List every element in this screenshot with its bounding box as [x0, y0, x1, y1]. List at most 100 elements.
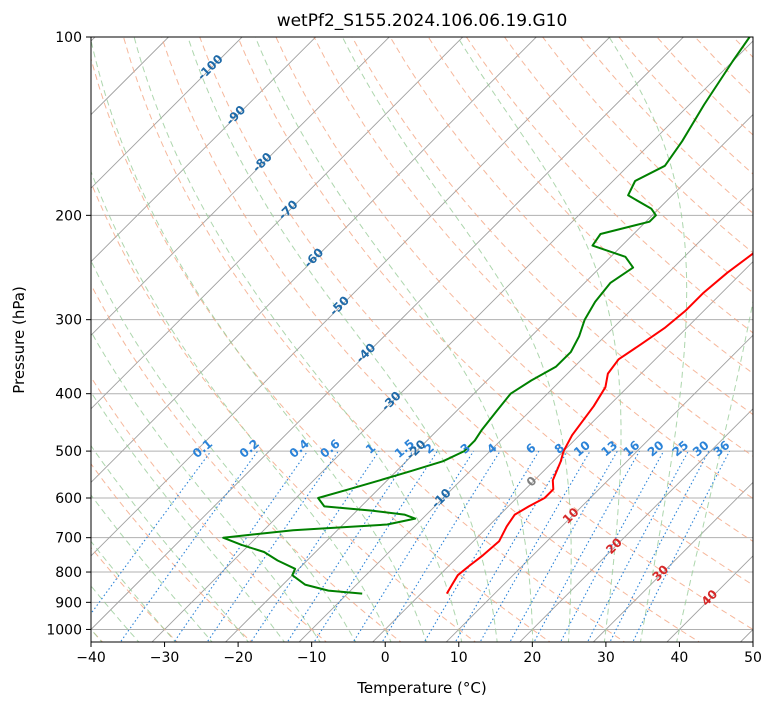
- x-tick-label: 50: [744, 650, 762, 666]
- moist-adiabat-line: [91, 38, 427, 642]
- x-tick-label: −20: [223, 650, 253, 666]
- moist-adiabat-line: [457, 37, 622, 642]
- isotherm-label: -90: [223, 103, 248, 128]
- sounding-profiles: [222, 37, 753, 595]
- y-axis-title: Pressure (hPa): [10, 286, 28, 394]
- mixing-ratio-line: [91, 450, 212, 615]
- isotherm-line: [151, 40, 753, 642]
- y-tick-label: 900: [55, 595, 82, 611]
- mixing-ratio-line: [173, 450, 309, 642]
- moist-adiabat-line: [91, 391, 286, 642]
- x-tick-label: 10: [450, 650, 468, 666]
- moist-adiabat-label: 20: [603, 535, 625, 557]
- isotherm-line: [91, 37, 611, 557]
- moist-adiabat-label: 0: [524, 474, 540, 490]
- mixing-ratio-label: 6: [523, 441, 538, 457]
- isotherm-line: [739, 628, 753, 642]
- y-tick-label: 1000: [46, 622, 82, 638]
- moist-adiabat-line: [91, 170, 392, 642]
- x-axis: −40 −30 −20 −10 0 10 20 30 40 50: [76, 642, 762, 666]
- isotherm-line: [372, 261, 753, 642]
- mixing-ratio-line: [352, 450, 475, 642]
- mixing-ratio-line: [609, 450, 710, 642]
- moist-adiabat-label: 10: [560, 505, 582, 527]
- mixing-ratio-line: [381, 450, 501, 642]
- mixing-ratio-line: [586, 450, 689, 642]
- mixing-ratio-line: [559, 450, 665, 642]
- mixing-ratio-label: 20: [645, 438, 667, 459]
- chart-title: wetPf2_S155.2024.106.06.19.G10: [277, 11, 568, 31]
- mixing-ratio-label: 10: [571, 438, 593, 459]
- sounding-line: [445, 252, 753, 595]
- y-tick-label: 400: [55, 387, 82, 403]
- isotherm-label: -50: [327, 293, 352, 318]
- dry-adiabat-line: [771, 37, 775, 644]
- x-tick-label: 20: [523, 650, 541, 666]
- moist-adiabat-line: [187, 37, 498, 642]
- isotherm-line: [592, 481, 753, 642]
- dry-adiabat-line: [275, 37, 753, 542]
- dry-adiabat-line: [504, 37, 753, 294]
- isotherm-line: [91, 37, 537, 483]
- mixing-ratio-lines: [91, 450, 731, 642]
- mixing-ratio-label: 0.4: [287, 436, 312, 460]
- y-tick-label: 100: [55, 30, 82, 46]
- dry-adiabat-line: [123, 37, 626, 642]
- y-tick-label: 600: [55, 491, 82, 507]
- dry-adiabat-line: [694, 37, 753, 97]
- y-tick-label: 200: [55, 208, 82, 224]
- mixing-ratio-label: 13: [598, 438, 620, 459]
- moist-adiabats: [91, 37, 753, 642]
- x-tick-label: −40: [76, 650, 106, 666]
- isotherm-line: [91, 37, 464, 410]
- mixing-ratio-label: 36: [711, 438, 733, 459]
- isotherm-label: -80: [250, 150, 275, 175]
- isotherm-line: [91, 37, 317, 263]
- plot-frame: [90, 36, 754, 643]
- isotherm-line: [298, 187, 753, 642]
- mixing-ratio-label: 0.2: [237, 436, 262, 460]
- moist-adiabat-line: [133, 37, 463, 642]
- dry-adiabat-line: [656, 37, 753, 136]
- isotherm-label: -10: [429, 486, 454, 511]
- dry-adiabat-line: [389, 37, 753, 416]
- mixing-ratio-line: [250, 450, 380, 642]
- moist-adiabat-line: [254, 37, 534, 642]
- y-tick-label: 800: [55, 565, 82, 581]
- x-tick-label: −30: [150, 650, 180, 666]
- moist-adiabat-line: [91, 585, 140, 642]
- x-tick-label: 0: [381, 650, 390, 666]
- dry-adiabats: [91, 37, 775, 644]
- mixing-ratio-line: [423, 450, 540, 642]
- dry-adiabat-line: [199, 37, 753, 630]
- y-tick-label: 700: [55, 531, 82, 547]
- dry-adiabat-line: [161, 37, 701, 642]
- isotherm-label: -70: [275, 197, 300, 222]
- isotherm-line: [91, 37, 243, 189]
- dry-adiabat-line: [91, 376, 328, 642]
- mixing-ratio-line: [286, 450, 414, 642]
- x-tick-label: 40: [671, 650, 689, 666]
- isotherm-label: -40: [353, 340, 378, 365]
- dry-adiabat-line: [427, 37, 753, 375]
- isotherm-line: [445, 334, 753, 642]
- isobar-grid: [91, 37, 753, 630]
- y-axis: 100 200 300 400 500 600 700 800 900 1000: [46, 30, 91, 638]
- isotherm-label: -60: [301, 245, 326, 270]
- isotherm-line: [224, 113, 753, 642]
- dry-adiabat-line: [351, 37, 753, 457]
- dry-adiabat-line: [91, 56, 551, 642]
- mixing-ratio-label: 0.6: [317, 436, 342, 460]
- isotherm-line: [91, 37, 685, 631]
- moist-adiabat-line: [91, 540, 177, 642]
- x-axis-title: Temperature (°C): [356, 679, 486, 697]
- mixing-ratio-label: 16: [621, 438, 643, 459]
- moist-adiabat-line: [91, 494, 213, 642]
- sounding-line: [222, 37, 751, 595]
- mixing-ratio-label: 25: [669, 438, 691, 459]
- isotherm-line: [91, 37, 390, 336]
- dry-adiabat-line: [91, 181, 477, 642]
- y-tick-label: 300: [55, 313, 82, 329]
